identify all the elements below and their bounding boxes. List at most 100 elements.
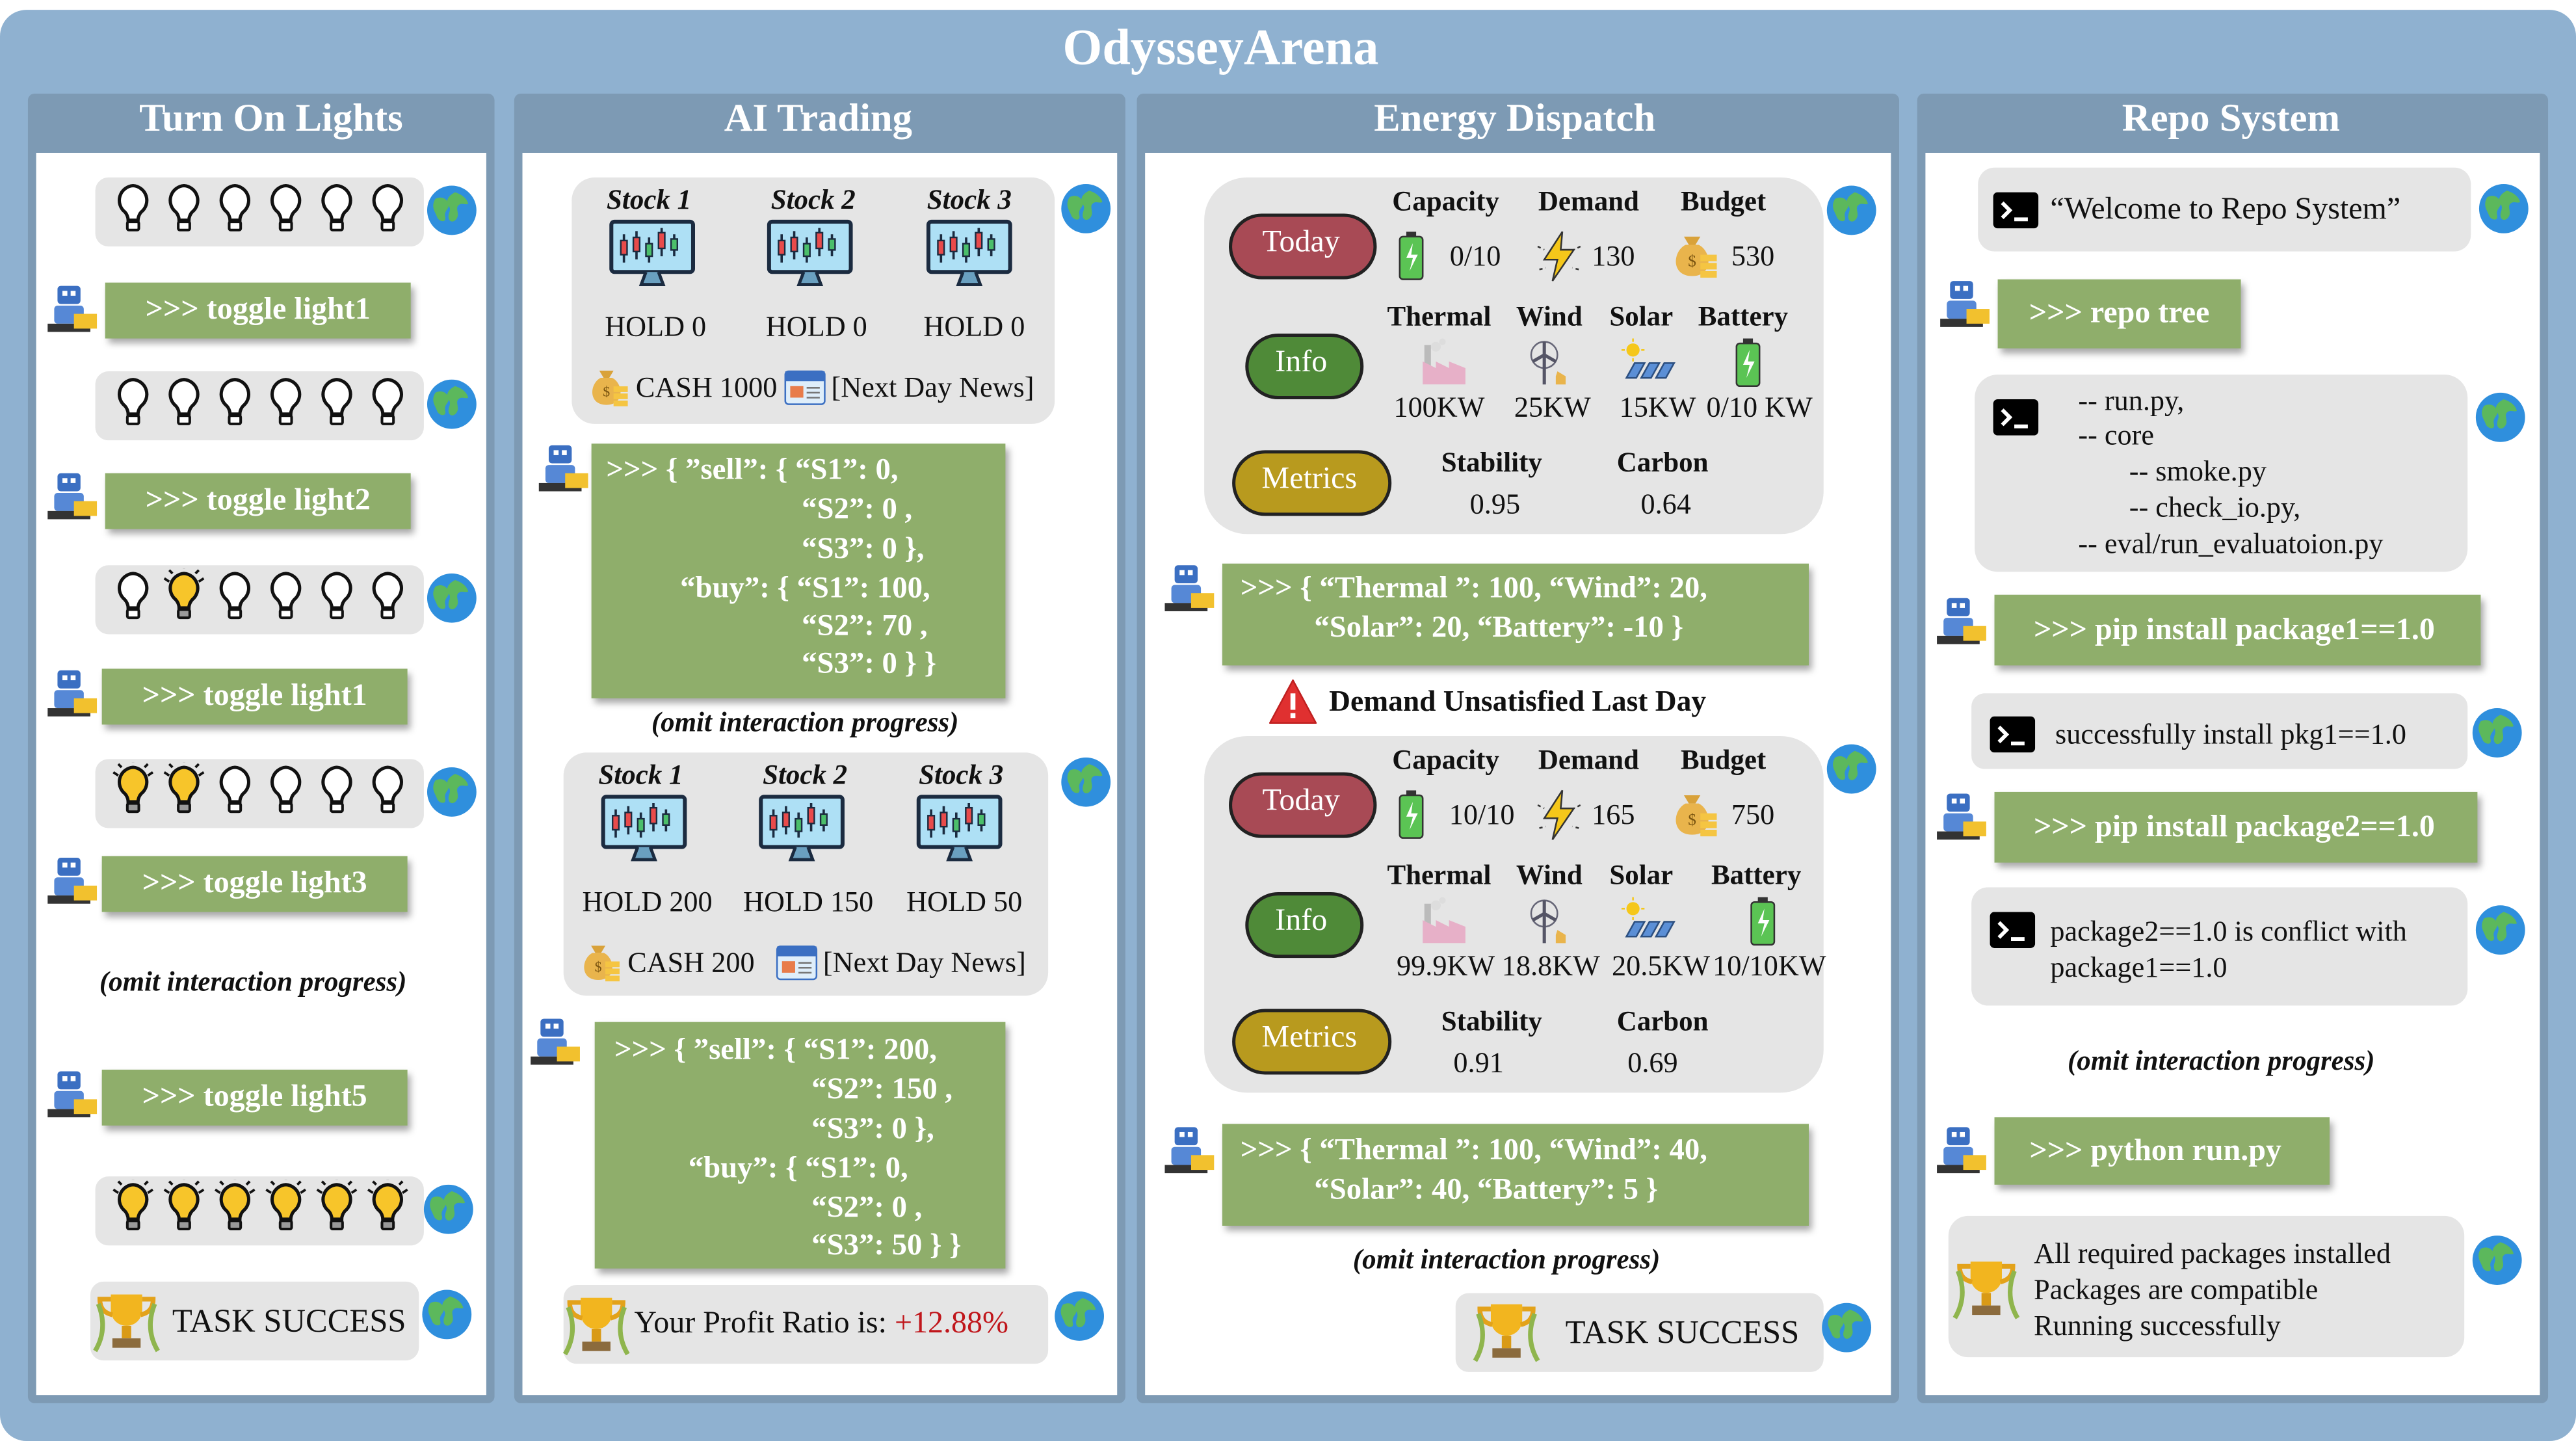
agent-icon	[1940, 281, 1990, 327]
hold: HOLD 50	[906, 884, 1023, 918]
omit-note: (omit interaction progress)	[2067, 1045, 2375, 1077]
stock-label: Stock 3	[927, 184, 1012, 216]
bulb-icon	[213, 375, 256, 434]
code-line: “S3”: 0 },	[802, 533, 925, 566]
trophy-icon	[92, 1288, 161, 1357]
pill	[1229, 213, 1377, 280]
header: Thermal	[1387, 859, 1492, 891]
bulb-row	[95, 1176, 424, 1246]
bulb-icon	[366, 181, 409, 240]
command-box	[1997, 279, 2241, 349]
header: Solar	[1609, 859, 1674, 891]
header: Demand	[1538, 185, 1639, 217]
value: 99.9KW	[1397, 949, 1495, 982]
bulb-icon	[265, 375, 308, 434]
pill-label: Metrics	[1261, 1020, 1358, 1055]
cash: CASH 200	[627, 945, 755, 979]
stock-label: Stock 2	[763, 759, 848, 791]
command: >>> repo tree	[2029, 295, 2210, 330]
stock-icon	[925, 218, 1014, 291]
agent-icon	[1937, 1127, 1986, 1174]
value: 100KW	[1393, 390, 1485, 423]
code-line: “buy”: { “S1”: 0,	[688, 1152, 908, 1186]
pill	[1245, 333, 1364, 400]
action-box	[1222, 1124, 1809, 1226]
trophy-icon	[1952, 1255, 2021, 1324]
tree-line: -- smoke.py	[2129, 454, 2267, 488]
demand-icon	[1536, 789, 1582, 841]
output: package2==1.0 is conflict with	[2050, 914, 2407, 947]
terminal-icon	[1993, 192, 2039, 229]
bulb-icon	[366, 375, 409, 434]
hold: HOLD 0	[765, 310, 867, 343]
action-box	[594, 1022, 1006, 1269]
budget-icon	[1676, 236, 1717, 278]
header: Wind	[1516, 859, 1583, 891]
pill	[1232, 1009, 1392, 1075]
command: >>> pip install package1==1.0	[2033, 613, 2435, 648]
omit-note: (omit interaction progress)	[99, 966, 407, 998]
bulb-icon	[315, 1180, 358, 1239]
environment-icon	[2472, 1236, 2522, 1285]
bulb-row	[95, 759, 424, 828]
command: >>> pip install package2==1.0	[2033, 810, 2435, 845]
result-box	[1948, 1215, 2465, 1358]
agent-icon	[1937, 598, 1986, 644]
pill-label: Today	[1262, 225, 1340, 260]
agent-icon	[47, 473, 98, 520]
command-box	[105, 282, 411, 339]
solar-icon	[1620, 897, 1676, 938]
header: Thermal	[1387, 300, 1492, 332]
result-label: Your Profit Ratio is:	[634, 1306, 887, 1341]
header: Budget	[1680, 744, 1767, 776]
bulb-icon	[265, 762, 308, 821]
tree-line: -- check_io.py,	[2129, 490, 2301, 523]
environment-icon	[1055, 1291, 1105, 1341]
environment-icon	[1826, 185, 1876, 235]
bulb-row	[95, 177, 424, 247]
news: [Next Day News]	[822, 945, 1026, 979]
agent-icon	[47, 1071, 98, 1118]
command: >>> toggle light3	[142, 866, 367, 901]
bulb-row	[95, 565, 424, 635]
demand-icon	[1536, 231, 1582, 282]
warning: Demand Unsatisfied Last Day	[1329, 684, 1707, 717]
cash: CASH 1000	[635, 370, 778, 404]
code-line: “S2”: 0 ,	[811, 1192, 923, 1225]
bulb-icon	[366, 1180, 409, 1239]
value: 0/10	[1449, 239, 1501, 272]
command-box	[1994, 594, 2481, 666]
bulb-icon	[163, 568, 205, 628]
header: Capacity	[1392, 185, 1499, 217]
agent-icon	[47, 857, 98, 904]
value: 0.64	[1640, 487, 1691, 520]
output: “Welcome to Repo System”	[2050, 192, 2401, 227]
command: >>> toggle light1	[145, 292, 371, 327]
stock-label: Stock 2	[770, 184, 856, 216]
bulb-icon	[265, 1180, 308, 1239]
solar-icon	[1620, 338, 1676, 379]
terminal-icon	[1990, 912, 2036, 948]
code-line: “S3”: 0 } }	[802, 648, 937, 681]
agent-icon	[1937, 793, 1986, 840]
thermal-icon	[1423, 338, 1465, 385]
action-box	[591, 443, 1006, 698]
result: TASK SUCCESS	[1565, 1315, 1800, 1352]
warning-icon	[1268, 679, 1318, 725]
panel-title: AI Trading	[724, 98, 912, 141]
header: Budget	[1680, 185, 1767, 217]
thermal-icon	[1423, 897, 1465, 944]
environment-icon	[1061, 757, 1111, 807]
value: 25KW	[1514, 390, 1591, 423]
header: Solar	[1609, 300, 1674, 332]
result-text: Your Profit Ratio is: +12.88%	[634, 1306, 1008, 1343]
value: 10/10KW	[1713, 949, 1826, 982]
stock-label: Stock 3	[919, 759, 1004, 791]
header: Stability	[1441, 1005, 1542, 1037]
header: Capacity	[1392, 744, 1499, 776]
environment-icon	[427, 573, 477, 623]
agent-icon	[1164, 565, 1215, 611]
agent-icon	[531, 1018, 580, 1065]
battery-icon	[1399, 231, 1424, 280]
